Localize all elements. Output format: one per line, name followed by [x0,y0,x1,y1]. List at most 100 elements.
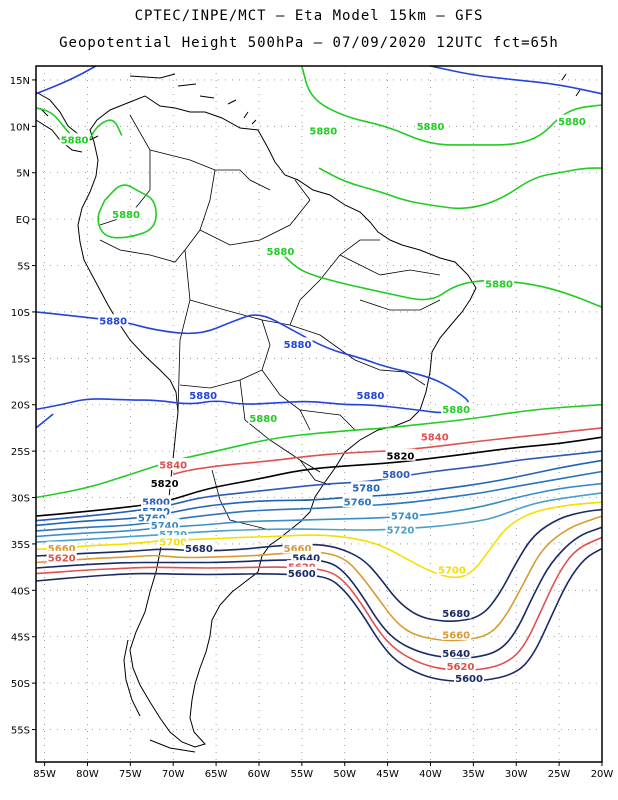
latitude-ticks: 15N 10N 5N EQ 5S 10S 15S 20S 25S 30S 35S 40S 45S 50S 5… [10,76,36,737]
lat-tick-label: 10N [10,122,30,133]
contour-5880 [318,167,602,210]
contour-label: 5880 [442,405,470,416]
contour-label: 5680 [185,544,213,555]
contour-label: 5840 [159,461,187,472]
contour-label: 5880 [189,391,217,402]
lon-tick-label: 30W [505,769,528,780]
contour-5800 [35,450,603,522]
contour-label-bg [445,659,476,672]
contour-label-bg [308,123,339,136]
lat-tick-label: 5N [16,169,30,180]
lon-tick-label: 45W [376,769,399,780]
contour-lines [35,65,603,683]
contour-label: 5880 [112,210,140,221]
contour-label: 5700 [159,538,187,549]
contour-label: 5660 [284,544,312,555]
contour-label: 5800 [142,498,170,509]
contour-label: 5740 [151,521,179,532]
contour-label: 5680 [442,609,470,620]
lon-tick-label: 80W [76,769,99,780]
coastlines-borders [35,73,581,753]
contour-label-bg [441,402,472,415]
lat-tick-label: 20S [11,401,30,412]
contour-label: 5620 [447,662,475,673]
lat-tick-label: 25S [11,447,30,458]
contour-5880 [97,184,157,239]
contour-5740 [35,482,603,538]
lat-tick-label: 30S [11,494,30,505]
contour-labels: 5880 5880 5880 5880 5880 5880 5880 5880 5880 5880… [46,114,587,685]
lon-tick-label: 50W [333,769,356,780]
contour-label-bg [265,244,296,257]
lon-tick-label: 55W [291,769,314,780]
contour-label: 5820 [387,451,415,462]
contour-label-bg [454,671,485,684]
contour-label: 5880 [266,247,294,258]
contour-label: 5880 [61,136,89,147]
lat-tick-label: 45S [11,633,30,644]
contour-label: 5640 [292,553,320,564]
contour-label-bg [149,518,180,531]
longitude-ticks: 85W 80W 75W 70W 65W 60W 55W 50W 45W 40W 35W 30W 25W 2… [33,762,613,780]
contour-5880 [35,403,603,499]
contour-label-bg [419,430,450,443]
contour-label-bg [351,481,382,494]
contour-label-bg [355,388,386,401]
contour-5820 [35,436,603,517]
contour-label: 5740 [391,512,419,523]
contour-label: 5640 [442,649,470,660]
contour-label-bg [188,388,219,401]
contour-5600 [35,547,603,683]
lat-tick-label: 15S [11,354,30,365]
contour-label-bg [441,606,472,619]
contour-label-bg [381,467,412,480]
contour-label-bg [158,535,189,548]
contour-label-bg [98,314,129,327]
contour-label: 5760 [344,498,372,509]
caribbean-islands [129,73,581,125]
contour-label-bg [389,509,420,522]
lat-tick-label: 55S [11,726,30,737]
lat-tick-label: 35S [11,540,30,551]
lon-tick-label: 25W [548,769,571,780]
contour-5620 [35,536,603,671]
contour-label: 5820 [151,479,179,490]
contour-label-bg [149,476,180,489]
contour-5880 [35,65,97,95]
contour-label-bg [342,495,373,508]
contour-label-bg [441,627,472,640]
south-america-coast [77,95,477,748]
contour-label: 5880 [417,122,445,133]
contour-label-bg [441,646,472,659]
contour-label: 5800 [382,470,410,481]
contour-5640 [35,526,603,659]
contour-label: 5600 [455,674,483,685]
contour-label: 5880 [284,340,312,351]
lat-tick-label: 5S [17,262,30,273]
contour-label: 5880 [485,280,513,291]
contour-label-bg [141,495,172,508]
contour-5780 [35,459,603,527]
contour-label: 5600 [288,569,316,580]
map-background [36,66,602,762]
lon-tick-label: 85W [33,769,56,780]
contour-label-bg [183,541,214,554]
contour-label-bg [291,550,322,563]
map-title: CPTEC/INPE/MCT – Eta Model 15km – GFS [134,8,484,24]
contour-label: 5880 [249,414,277,425]
contour-5760 [35,470,603,532]
contour-label: 5720 [387,526,415,537]
contour-label: 5880 [309,126,337,137]
lat-tick-label: 50S [11,679,30,690]
contour-5700 [35,501,603,579]
lon-tick-label: 60W [248,769,271,780]
contour-label: 5660 [442,630,470,641]
lon-tick-label: 20W [591,769,614,780]
contour-label-bg [59,133,90,146]
contour-label-bg [111,207,142,220]
contour-label-bg [158,458,189,471]
contour-label: 5660 [48,544,76,555]
contour-5880 [275,246,603,309]
contour-5840 [172,427,603,476]
